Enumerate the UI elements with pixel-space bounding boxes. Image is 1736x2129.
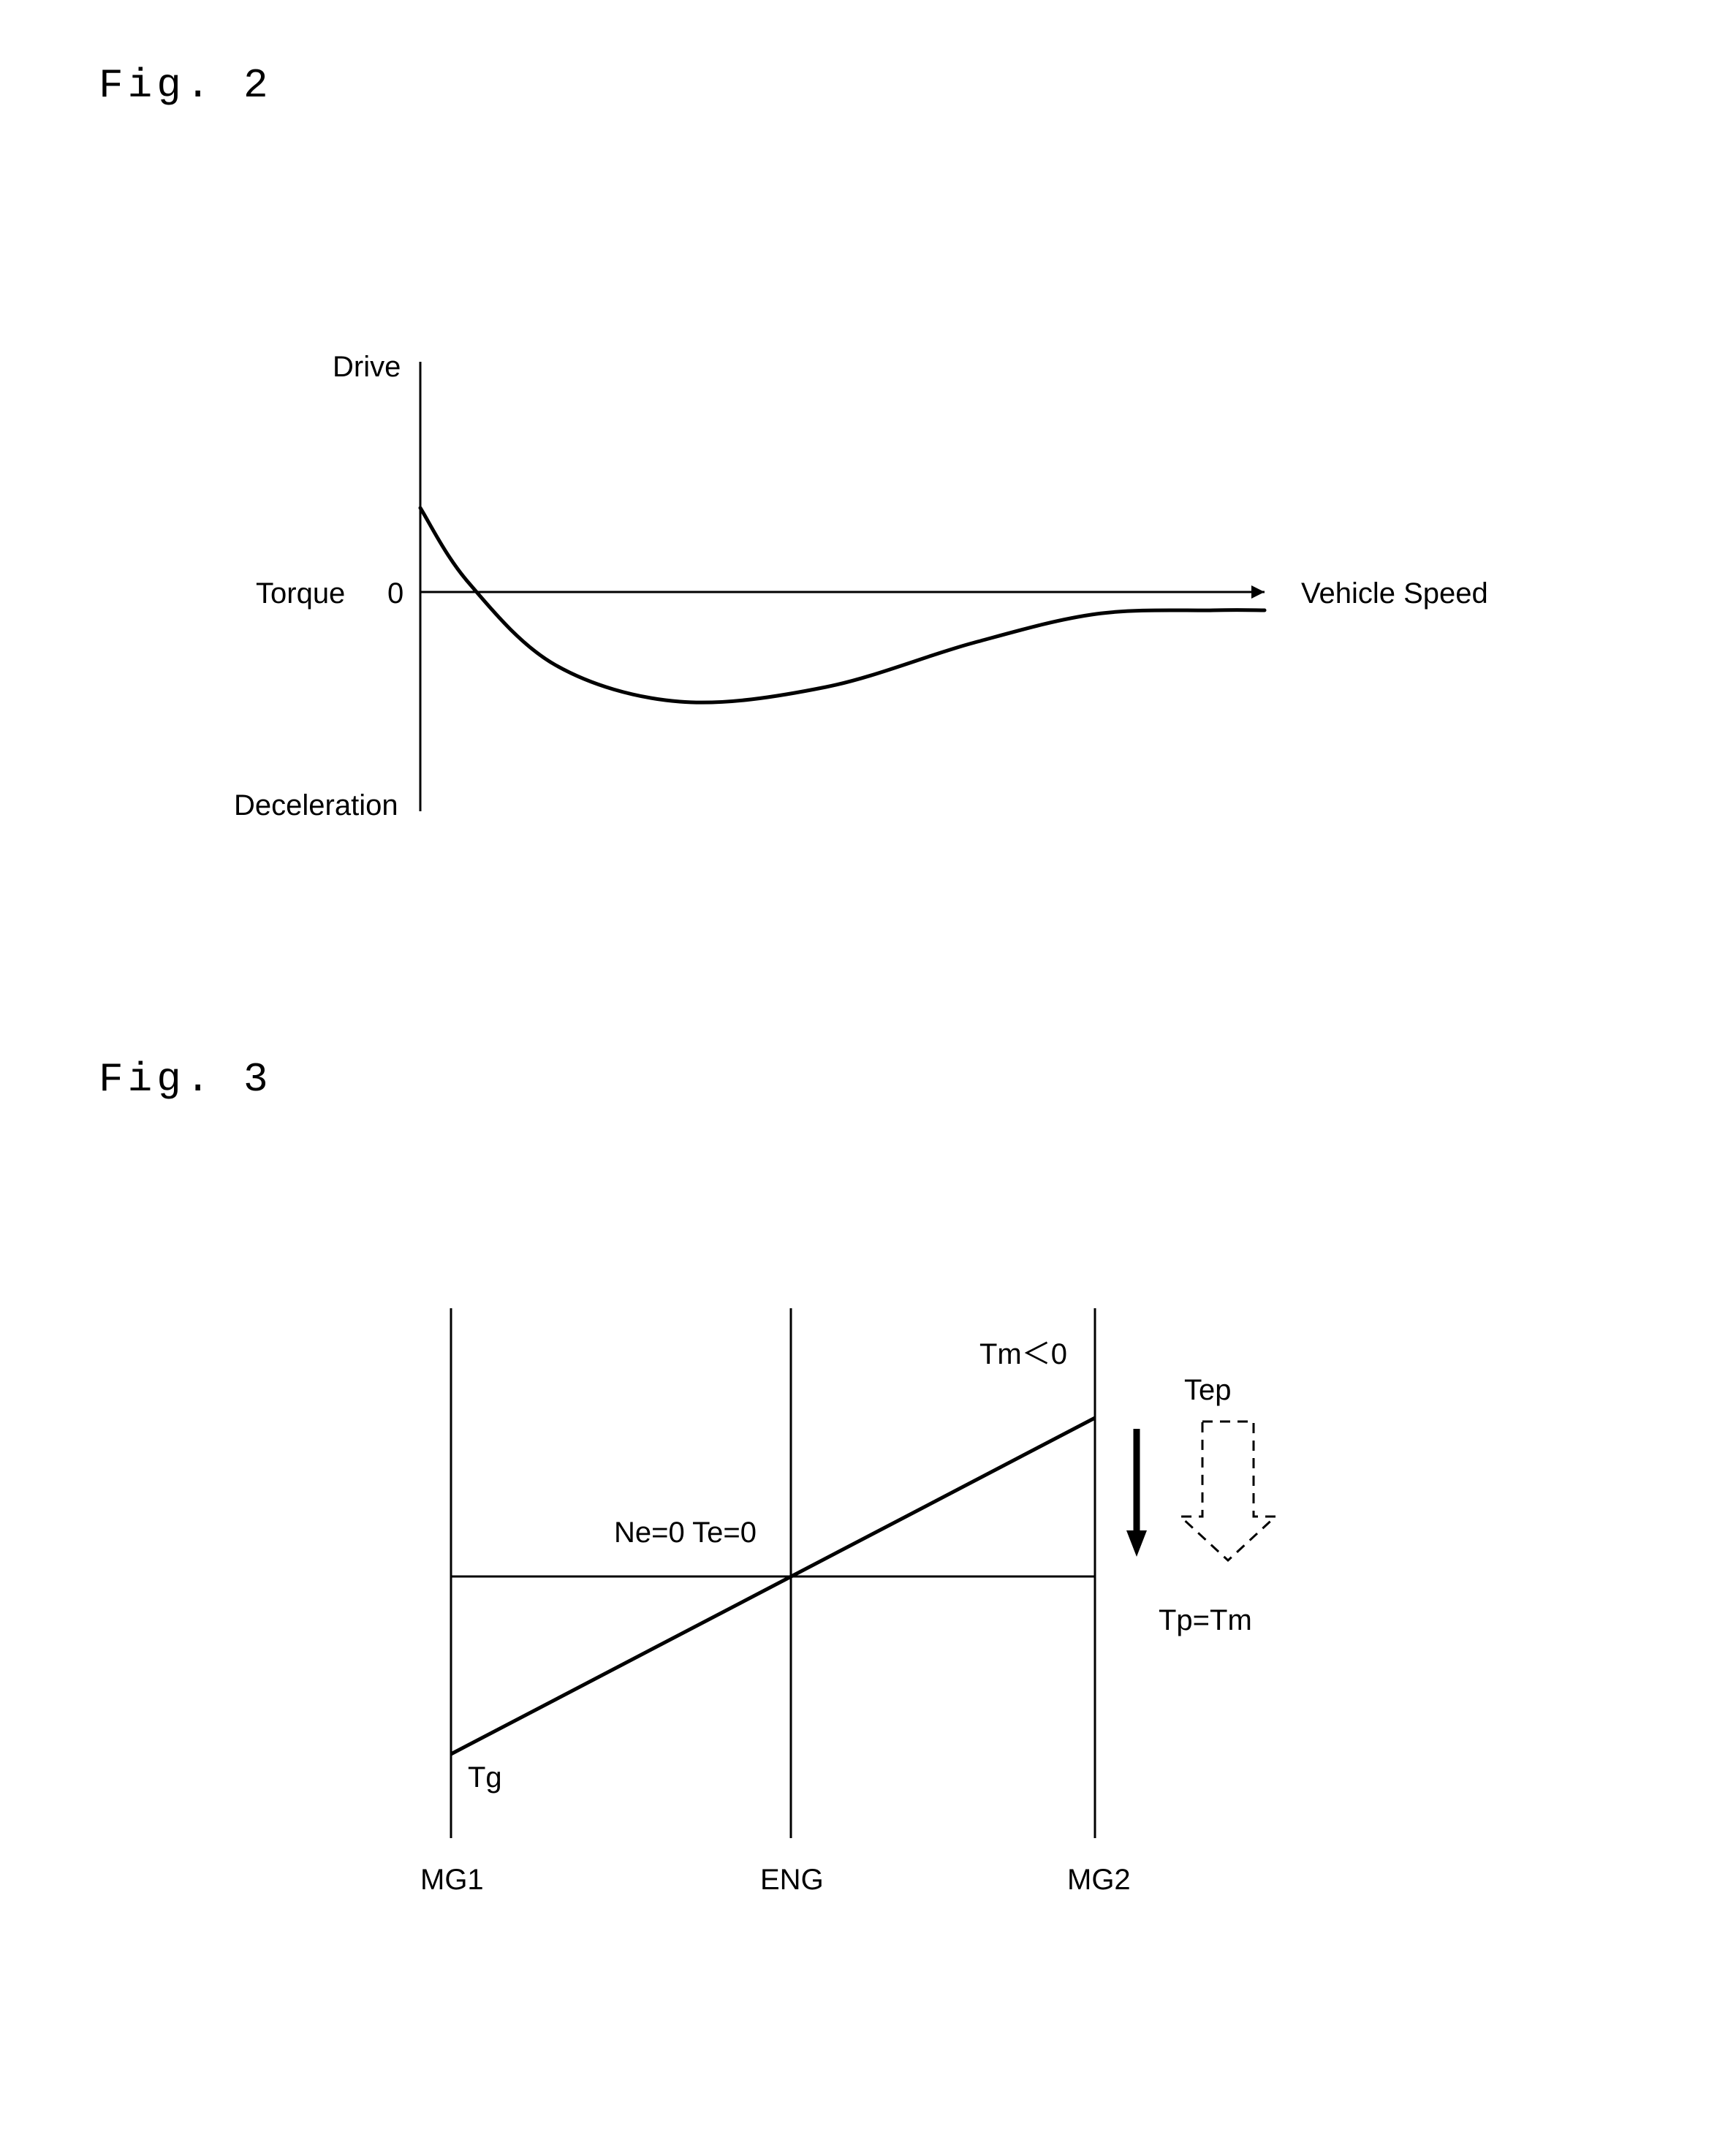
fig3-mg1-label: MG1 (420, 1864, 484, 1897)
page: Fig. 2 Drive Torque 0 Deceleration Vehic… (0, 0, 1736, 2129)
fig3-tm-arrow (1126, 1429, 1147, 1557)
fig3-tptm-label: Tp=Tm (1159, 1604, 1252, 1637)
fig3-mg2-label: MG2 (1067, 1864, 1131, 1897)
fig3-axes (451, 1308, 1095, 1838)
fig3-eng-label: ENG (760, 1864, 824, 1897)
fig3-tep-label: Tep (1184, 1374, 1232, 1407)
fig3-diagram (0, 0, 1736, 2129)
fig3-tm-label: Tm＜0 (979, 1330, 1067, 1373)
fig3-operating-line (451, 1418, 1095, 1754)
fig3-tg-label: Tg (468, 1761, 502, 1794)
fig3-nete-label: Ne=0 Te=0 (614, 1517, 757, 1549)
fig3-tep-arrow (1180, 1422, 1276, 1560)
